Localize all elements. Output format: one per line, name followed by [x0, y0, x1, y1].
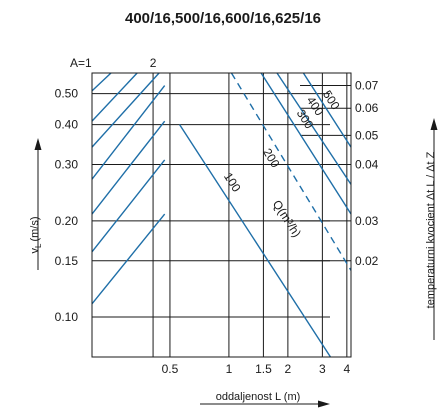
- a-line: [91, 72, 112, 92]
- y-right-tick-label: 0.04: [355, 158, 379, 172]
- y-left-tick-label: 0.30: [55, 158, 79, 172]
- x-tick-label: 3: [319, 362, 326, 376]
- series-line-300: [260, 72, 352, 215]
- x-arrowhead: [318, 400, 330, 408]
- series-line-500: [302, 72, 352, 148]
- a-line: [91, 213, 166, 305]
- x-tick-label: 1.5: [255, 362, 272, 376]
- a-lines: [91, 72, 166, 305]
- ylabel-left-v: v: [29, 248, 41, 254]
- tick-labels: 0.5 1 1.5 2 3 4 0.10 0.15 0.20 0.30 0.40 0.50 0.02 0.…: [55, 56, 379, 376]
- y-left-tick-label: 0.40: [55, 118, 79, 132]
- y-right-tick-label: 0.06: [355, 101, 379, 115]
- flow-label: Q(m³/h): [270, 198, 304, 240]
- plot-frame: [91, 72, 352, 358]
- x-tick-label: 4: [344, 362, 351, 376]
- x-tick-label: 0.5: [162, 362, 179, 376]
- y-left-tick-label: 0.50: [55, 87, 79, 101]
- svg-text:vL(m/s): vL(m/s): [29, 217, 43, 254]
- series-label: 100: [221, 170, 244, 195]
- x-axis-label: oddaljenost L (m): [216, 391, 301, 403]
- x-tick-label: 1: [226, 362, 233, 376]
- y-right-tick-label: 0.03: [355, 214, 379, 228]
- y-right-tick-label: 0.02: [355, 254, 379, 268]
- a-line: [91, 85, 166, 180]
- y-right-tick-label: 0.05: [355, 128, 379, 142]
- y-axis-right-label: temperaturni kvocient Δt L / Δt Z: [425, 151, 437, 308]
- x-tick-label: 2: [285, 362, 292, 376]
- y-left-arrowhead: [34, 138, 42, 150]
- a-line: [91, 72, 160, 148]
- series-line-200: [230, 72, 352, 271]
- a-line: [91, 159, 166, 253]
- y-left-tick-label: 0.20: [55, 214, 79, 228]
- ylabel-left-unit: (m/s): [29, 217, 41, 242]
- y-left-tick-label: 0.10: [55, 310, 79, 324]
- a-label: A=1: [70, 56, 92, 70]
- a-label: 2: [150, 56, 157, 70]
- series-line-100: [179, 124, 332, 358]
- series-lines: [179, 72, 352, 358]
- ylabel-right: temperaturni kvocient Δt L / Δt Z: [425, 151, 437, 308]
- y-right-tick-label: 0.07: [355, 79, 379, 93]
- y-right-arrowhead: [430, 118, 438, 130]
- series-line-400: [276, 72, 352, 185]
- a-line: [91, 120, 166, 215]
- a-line: [91, 72, 138, 122]
- y-left-tick-label: 0.15: [55, 254, 79, 268]
- chart-title: 400/16,500/16,600/16,625/16: [125, 10, 321, 27]
- y-axis-left-label: vL(m/s): [29, 217, 43, 254]
